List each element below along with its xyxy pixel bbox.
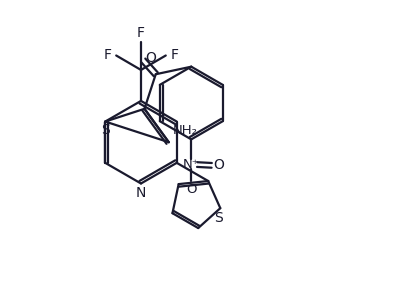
- Text: O: O: [145, 51, 156, 65]
- Text: F: F: [104, 48, 112, 63]
- Text: N⁺: N⁺: [183, 158, 200, 171]
- Text: F: F: [170, 48, 179, 63]
- Text: S: S: [101, 123, 110, 137]
- Text: O: O: [213, 158, 224, 172]
- Text: N: N: [136, 186, 146, 200]
- Text: F: F: [137, 26, 145, 40]
- Text: ⁻O: ⁻O: [181, 183, 198, 196]
- Text: S: S: [214, 211, 223, 225]
- Text: NH₂: NH₂: [173, 124, 198, 137]
